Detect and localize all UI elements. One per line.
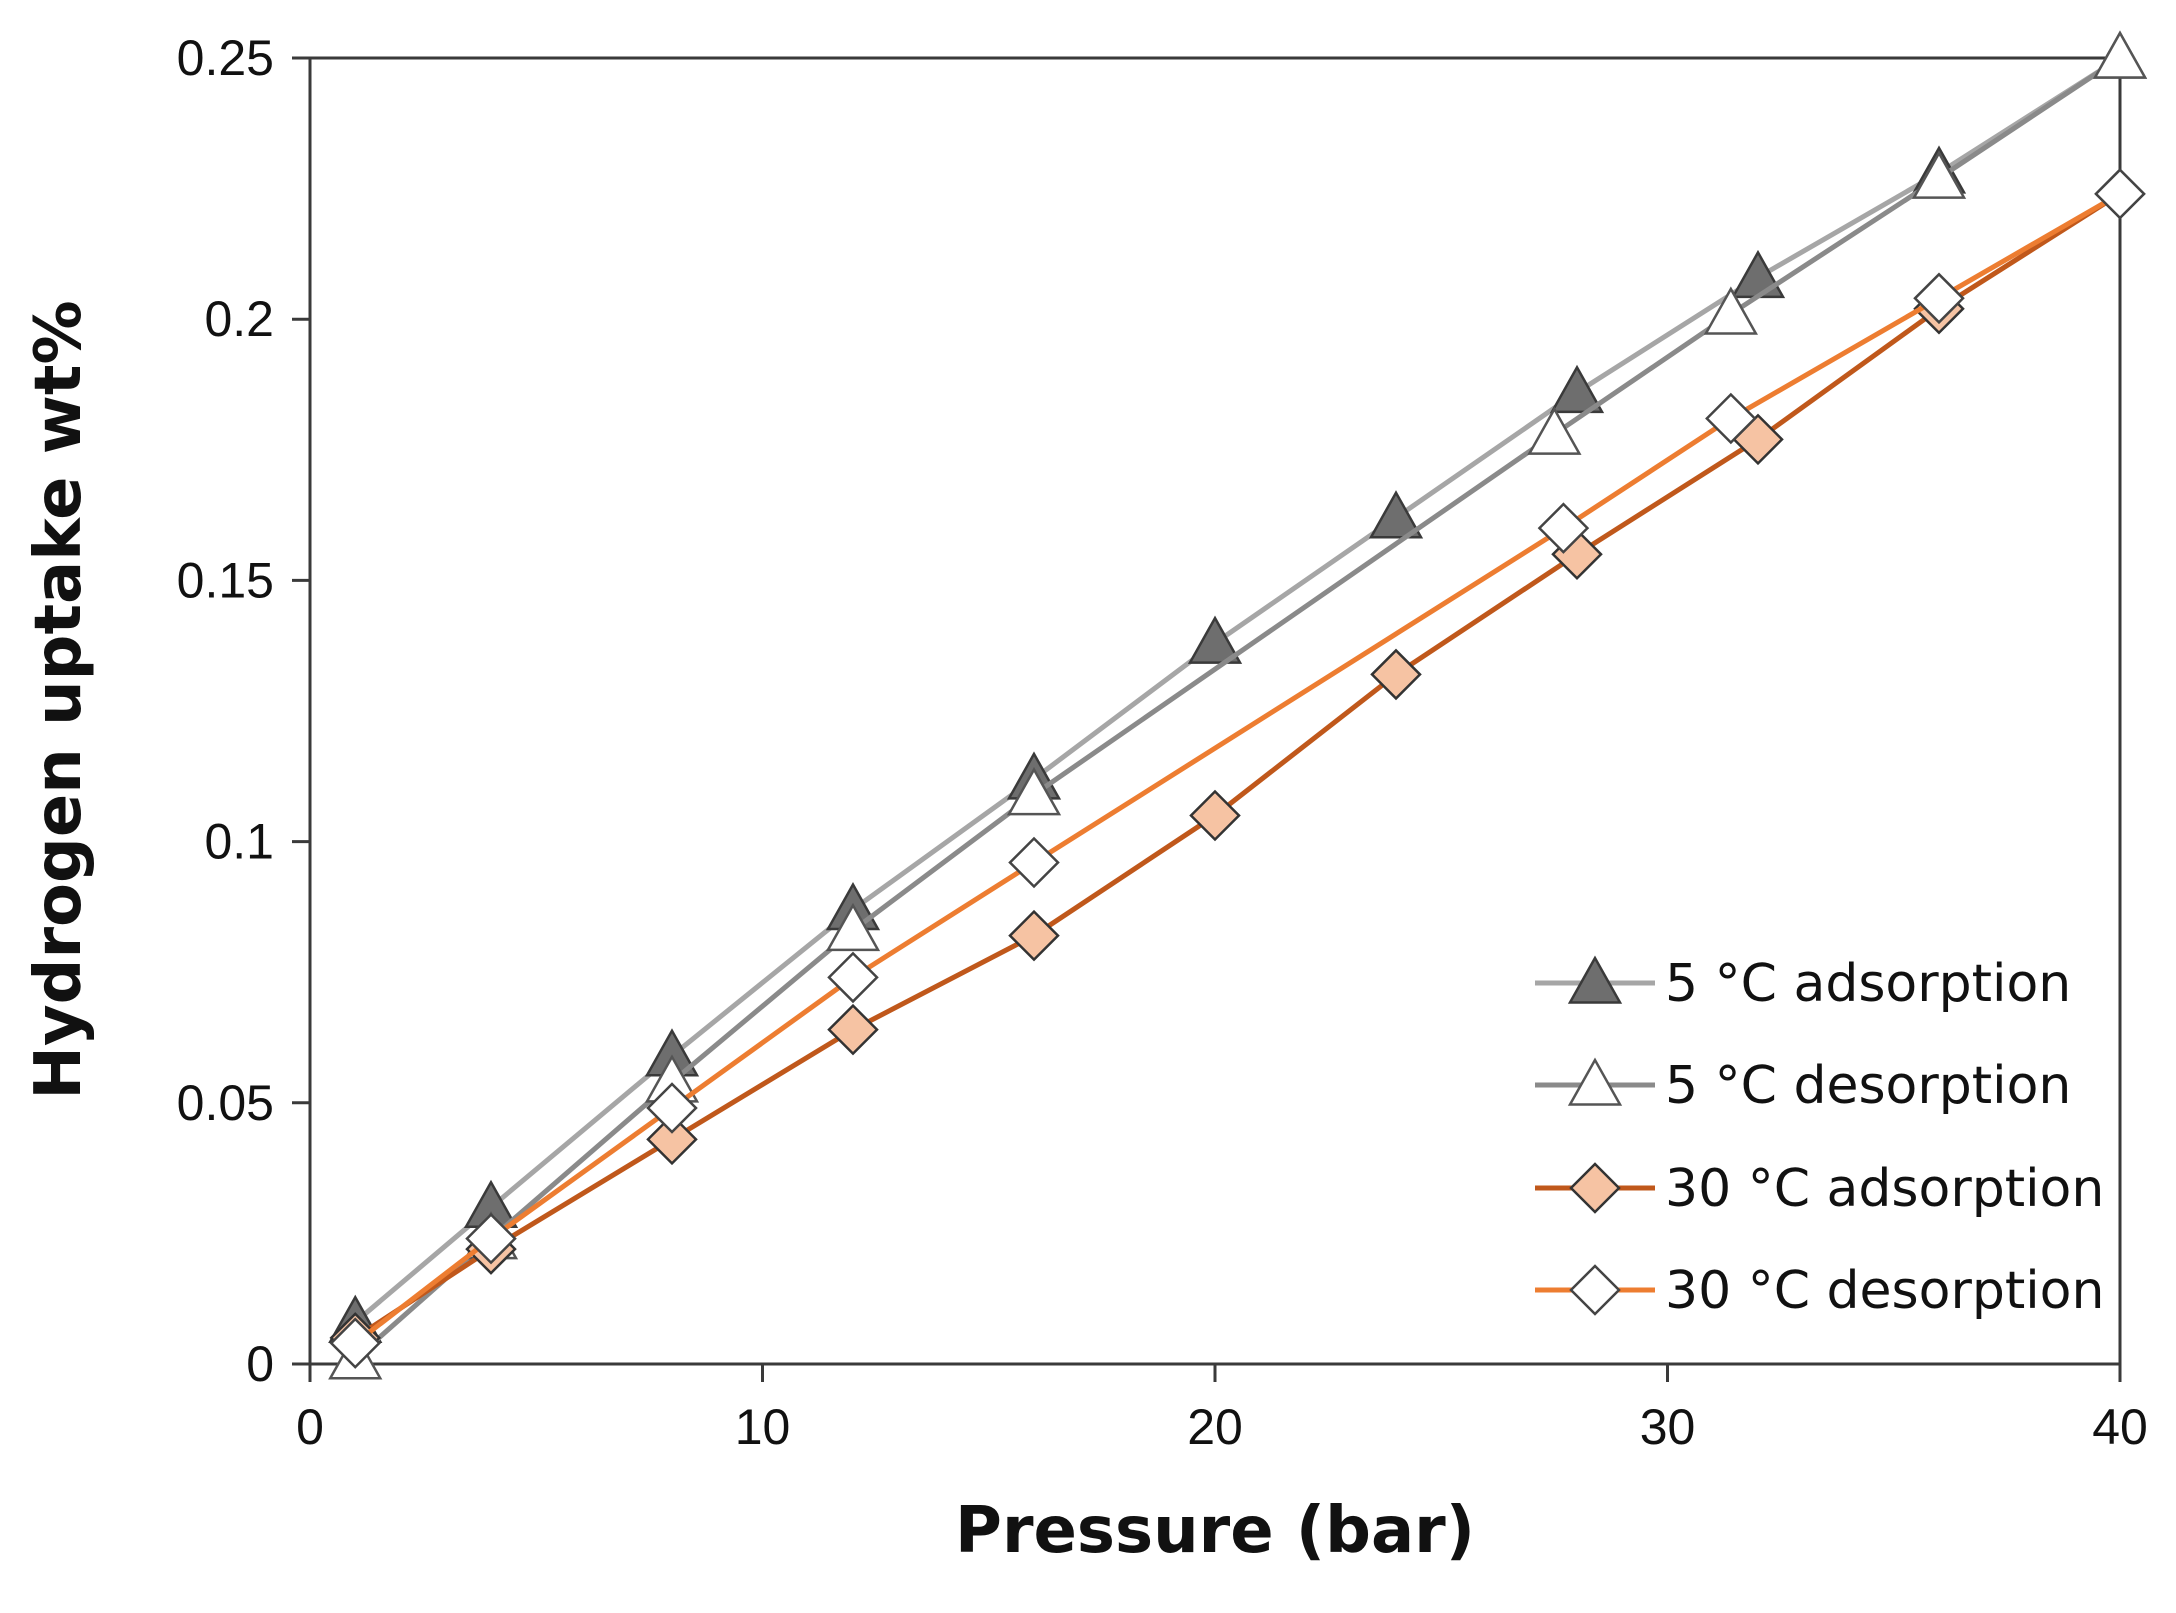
axes: 0 10 20 30 40 0 0.05 0.1 0.15 0.2 0.25 xyxy=(177,30,2148,1455)
data-point xyxy=(465,1212,517,1265)
legend: 5 °C adsorption 5 °C desorption 30 °C adso… xyxy=(1535,954,2104,1321)
data-point xyxy=(1537,502,1590,554)
y-tick-label: 0.15 xyxy=(177,552,274,608)
data-point xyxy=(1911,150,1967,199)
x-tick-label: 10 xyxy=(735,1399,791,1455)
legend-marker xyxy=(1567,955,1623,1004)
y-tick-label: 0.25 xyxy=(177,30,274,86)
data-point xyxy=(1008,909,1060,962)
series-4 xyxy=(329,168,2146,1369)
data-point xyxy=(1549,364,1605,414)
y-tick-label: 0 xyxy=(246,1336,274,1392)
data-point xyxy=(2094,168,2146,220)
data-point xyxy=(1189,789,1241,842)
data-point xyxy=(1006,767,1062,816)
data-point xyxy=(827,1003,879,1056)
data-point xyxy=(827,951,879,1004)
legend-label: 5 °C adsorption xyxy=(1665,954,2071,1014)
x-tick-label: 40 xyxy=(2092,1399,2148,1455)
legend-marker xyxy=(1569,1264,1621,1316)
legend-item-1: 5 °C adsorption xyxy=(1535,954,2071,1014)
data-point xyxy=(1368,490,1424,539)
data-point xyxy=(2092,30,2148,79)
data-point xyxy=(1730,249,1786,299)
y-tick-label: 0.2 xyxy=(204,291,274,347)
data-point xyxy=(646,1113,698,1166)
x-tick-label: 30 xyxy=(1640,1399,1696,1455)
data-point xyxy=(1527,406,1582,455)
legend-item-4: 30 °C desorption xyxy=(1535,1261,2104,1321)
data-point xyxy=(1913,272,1965,325)
legend-label: 5 °C desorption xyxy=(1665,1056,2071,1116)
x-axis-title: Pressure (bar) xyxy=(955,1494,1475,1568)
x-tick-label: 20 xyxy=(1187,1399,1243,1455)
data-point xyxy=(1008,836,1060,889)
legend-label: 30 °C adsorption xyxy=(1665,1159,2104,1219)
y-tick-label: 0.05 xyxy=(177,1075,274,1131)
legend-item-3: 30 °C adsorption xyxy=(1535,1159,2104,1219)
legend-marker xyxy=(1567,1057,1623,1106)
y-axis-title: Hydrogen uptake wt% xyxy=(22,300,96,1099)
y-tick-label: 0.1 xyxy=(204,814,274,870)
data-point xyxy=(1187,615,1243,664)
legend-label: 30 °C desorption xyxy=(1665,1261,2104,1321)
series-2 xyxy=(328,30,2148,1380)
data-point xyxy=(1705,392,1757,445)
data-point xyxy=(329,1317,382,1369)
data-point xyxy=(646,1082,698,1134)
legend-item-2: 5 °C desorption xyxy=(1535,1056,2071,1116)
data-point xyxy=(825,902,881,952)
x-tick-label: 0 xyxy=(296,1399,324,1455)
series-line xyxy=(353,55,2122,1325)
data-point xyxy=(1370,648,1422,701)
data-point xyxy=(1703,286,1758,335)
legend-marker xyxy=(1569,1162,1621,1214)
series-layer xyxy=(328,30,2148,1380)
